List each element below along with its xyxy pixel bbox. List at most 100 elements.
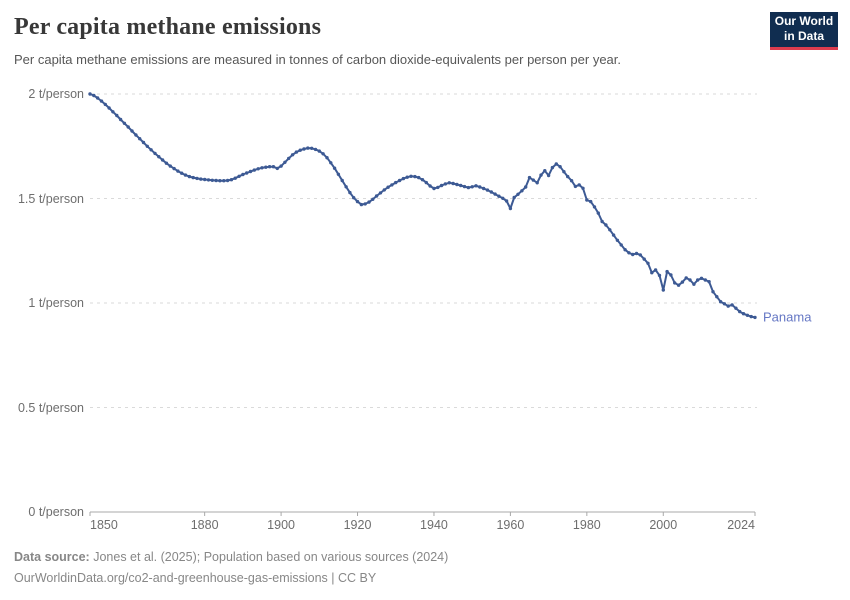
data-point-marker[interactable] — [562, 170, 566, 174]
data-point-marker[interactable] — [214, 178, 218, 183]
data-point-marker[interactable] — [699, 276, 704, 280]
data-point-marker[interactable] — [359, 202, 364, 207]
data-point-marker[interactable] — [344, 185, 348, 189]
data-point-marker[interactable] — [302, 147, 306, 151]
data-point-marker[interactable] — [589, 199, 593, 204]
data-point-marker[interactable] — [684, 276, 688, 280]
data-point-marker[interactable] — [287, 156, 291, 161]
data-point-marker[interactable] — [103, 102, 108, 107]
series-label-panama[interactable]: Panama — [763, 309, 812, 325]
data-point-marker[interactable] — [279, 164, 283, 168]
data-point-marker[interactable] — [245, 171, 249, 175]
data-point-marker[interactable] — [623, 248, 627, 252]
data-point-marker[interactable] — [225, 178, 230, 183]
data-point-marker[interactable] — [397, 178, 402, 183]
data-point-marker[interactable] — [554, 162, 558, 166]
data-point-marker[interactable] — [707, 280, 711, 284]
data-point-marker[interactable] — [485, 188, 490, 192]
data-point-marker[interactable] — [474, 184, 478, 188]
data-point-marker[interactable] — [237, 174, 241, 178]
data-point-marker[interactable] — [749, 314, 753, 319]
data-point-marker[interactable] — [176, 169, 180, 173]
data-point-marker[interactable] — [352, 196, 356, 200]
data-point-marker[interactable] — [88, 92, 92, 96]
data-point-marker[interactable] — [504, 199, 509, 203]
data-point-marker[interactable] — [160, 158, 165, 162]
data-point-marker[interactable] — [520, 189, 524, 193]
data-point-marker[interactable] — [459, 183, 463, 188]
data-point-marker[interactable] — [455, 182, 459, 187]
data-point-marker[interactable] — [447, 181, 451, 185]
data-point-marker[interactable] — [267, 165, 272, 169]
data-point-marker[interactable] — [107, 106, 111, 110]
data-point-marker[interactable] — [631, 252, 635, 257]
data-point-marker[interactable] — [264, 165, 268, 169]
data-point-marker[interactable] — [138, 137, 142, 141]
data-point-marker[interactable] — [550, 165, 555, 170]
data-point-marker[interactable] — [413, 174, 417, 179]
data-point-marker[interactable] — [646, 261, 650, 265]
data-point-marker[interactable] — [478, 185, 482, 189]
data-point-marker[interactable] — [604, 223, 608, 227]
data-point-marker[interactable] — [611, 233, 616, 237]
data-point-marker[interactable] — [753, 315, 757, 320]
data-point-marker[interactable] — [218, 179, 222, 183]
data-point-marker[interactable] — [363, 202, 367, 206]
data-point-marker[interactable] — [195, 176, 199, 181]
data-point-marker[interactable] — [497, 194, 501, 198]
data-point-marker[interactable] — [558, 165, 562, 169]
data-point-marker[interactable] — [428, 184, 432, 188]
data-point-marker[interactable] — [516, 192, 520, 196]
data-point-marker[interactable] — [738, 309, 742, 314]
data-point-marker[interactable] — [676, 283, 681, 287]
data-point-marker[interactable] — [439, 183, 444, 188]
data-point-marker[interactable] — [451, 181, 455, 186]
data-point-marker[interactable] — [126, 125, 130, 129]
data-point-marker[interactable] — [298, 148, 302, 152]
data-point-marker[interactable] — [180, 171, 184, 175]
data-point-marker[interactable] — [692, 282, 696, 286]
data-point-marker[interactable] — [325, 156, 329, 160]
data-point-marker[interactable] — [424, 180, 428, 185]
data-point-marker[interactable] — [657, 273, 662, 278]
data-point-marker[interactable] — [470, 185, 474, 189]
data-point-marker[interactable] — [374, 194, 379, 198]
data-point-marker[interactable] — [585, 198, 589, 202]
data-point-marker[interactable] — [191, 175, 195, 180]
data-point-marker[interactable] — [111, 110, 115, 114]
data-point-marker[interactable] — [348, 190, 352, 195]
data-point-marker[interactable] — [382, 188, 386, 192]
data-point-marker[interactable] — [401, 176, 406, 181]
data-point-marker[interactable] — [115, 113, 119, 118]
data-point-marker[interactable] — [577, 183, 581, 187]
data-point-marker[interactable] — [703, 278, 707, 282]
data-point-marker[interactable] — [715, 295, 719, 299]
data-point-marker[interactable] — [371, 197, 375, 201]
data-point-marker[interactable] — [141, 140, 146, 145]
data-point-marker[interactable] — [271, 165, 276, 169]
data-point-marker[interactable] — [669, 273, 673, 277]
data-point-marker[interactable] — [233, 176, 237, 180]
data-point-marker[interactable] — [673, 281, 677, 285]
data-point-marker[interactable] — [722, 302, 727, 306]
data-point-marker[interactable] — [145, 144, 149, 148]
data-point-marker[interactable] — [118, 117, 123, 122]
data-point-marker[interactable] — [508, 206, 513, 211]
data-point-marker[interactable] — [222, 179, 226, 183]
data-point-marker[interactable] — [355, 199, 360, 204]
data-point-marker[interactable] — [501, 196, 505, 200]
data-point-marker[interactable] — [168, 164, 172, 168]
data-point-marker[interactable] — [149, 148, 153, 152]
data-point-marker[interactable] — [436, 185, 440, 190]
data-point-marker[interactable] — [573, 184, 578, 189]
data-point-marker[interactable] — [229, 178, 234, 182]
data-point-marker[interactable] — [290, 153, 295, 157]
data-point-marker[interactable] — [489, 190, 493, 194]
data-point-marker[interactable] — [741, 312, 746, 316]
data-point-marker[interactable] — [569, 179, 574, 183]
data-point-marker[interactable] — [241, 172, 245, 177]
data-point-marker[interactable] — [340, 178, 344, 183]
data-point-marker[interactable] — [420, 178, 425, 182]
data-point-marker[interactable] — [386, 185, 390, 189]
data-point-marker[interactable] — [252, 168, 256, 172]
